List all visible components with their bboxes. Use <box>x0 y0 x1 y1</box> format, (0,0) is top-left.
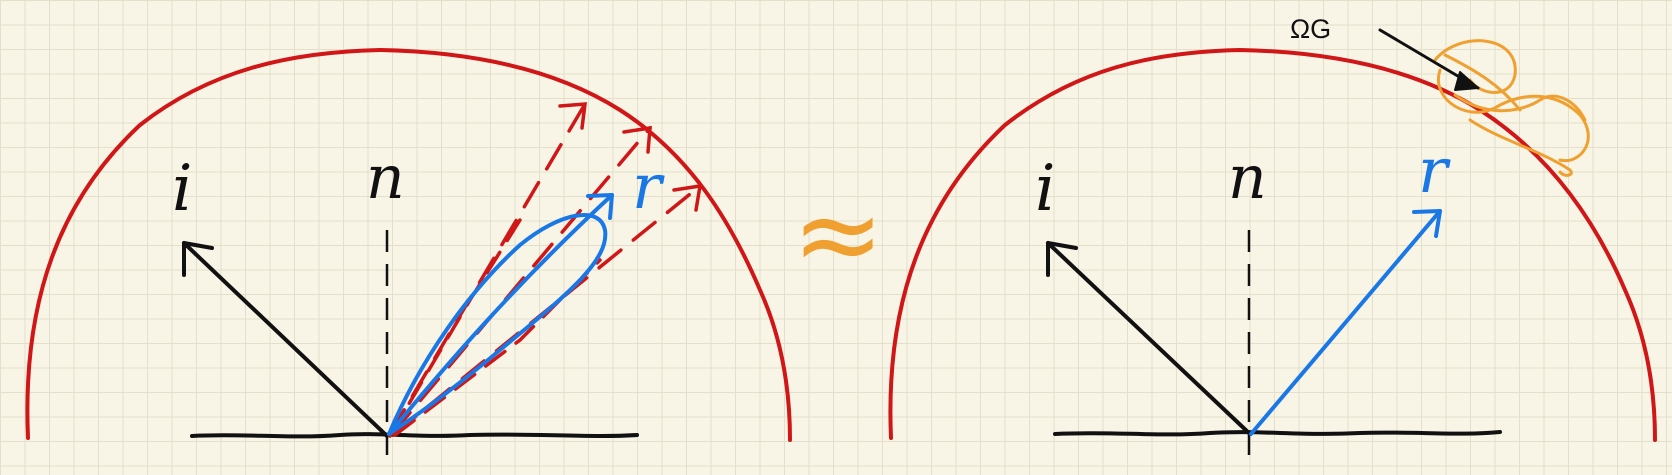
right-normal-label: n <box>1228 143 1267 213</box>
right-surface <box>1053 430 1502 437</box>
right-reflection-vector <box>1249 209 1442 436</box>
left-reflection-arrow <box>387 193 614 436</box>
left-hemisphere <box>25 47 792 442</box>
left-incident-arrowhead <box>182 241 214 277</box>
right-hemisphere <box>888 47 1657 442</box>
approx-label: ≈ <box>792 170 884 298</box>
sampled-ray-1-head <box>558 102 588 130</box>
sampled-ray-2-head <box>622 125 652 154</box>
right-incident-label: i <box>1035 152 1055 226</box>
left-panel: i n r <box>25 47 792 455</box>
right-panel: i n r ΩG <box>888 14 1657 455</box>
left-surface <box>190 432 639 439</box>
left-reflect-label: r <box>632 150 665 223</box>
sampled-ray-3-head <box>672 183 703 212</box>
omega-g-label: ΩG <box>1290 14 1331 44</box>
reflection-lobe-outline <box>387 213 608 436</box>
omega-g-region <box>1433 39 1590 177</box>
left-reflection-arrowhead <box>586 193 614 220</box>
region-pointer-arrowhead <box>1454 71 1479 91</box>
right-reflect-label: r <box>1418 134 1451 207</box>
left-incident-arrow <box>182 241 389 438</box>
left-normal-label: n <box>366 143 405 213</box>
right-reflection-arrowhead <box>1412 209 1442 238</box>
right-reflection-arrow <box>1249 209 1442 436</box>
sampled-ray-4 <box>388 218 522 438</box>
left-reflection-lobe <box>387 193 614 436</box>
left-incident-label: i <box>172 152 192 226</box>
right-incident-arrow <box>1046 241 1252 436</box>
approx-symbol: ≈ <box>792 170 884 298</box>
right-incident-arrowhead <box>1046 241 1078 277</box>
sampled-ray-2 <box>390 126 652 436</box>
